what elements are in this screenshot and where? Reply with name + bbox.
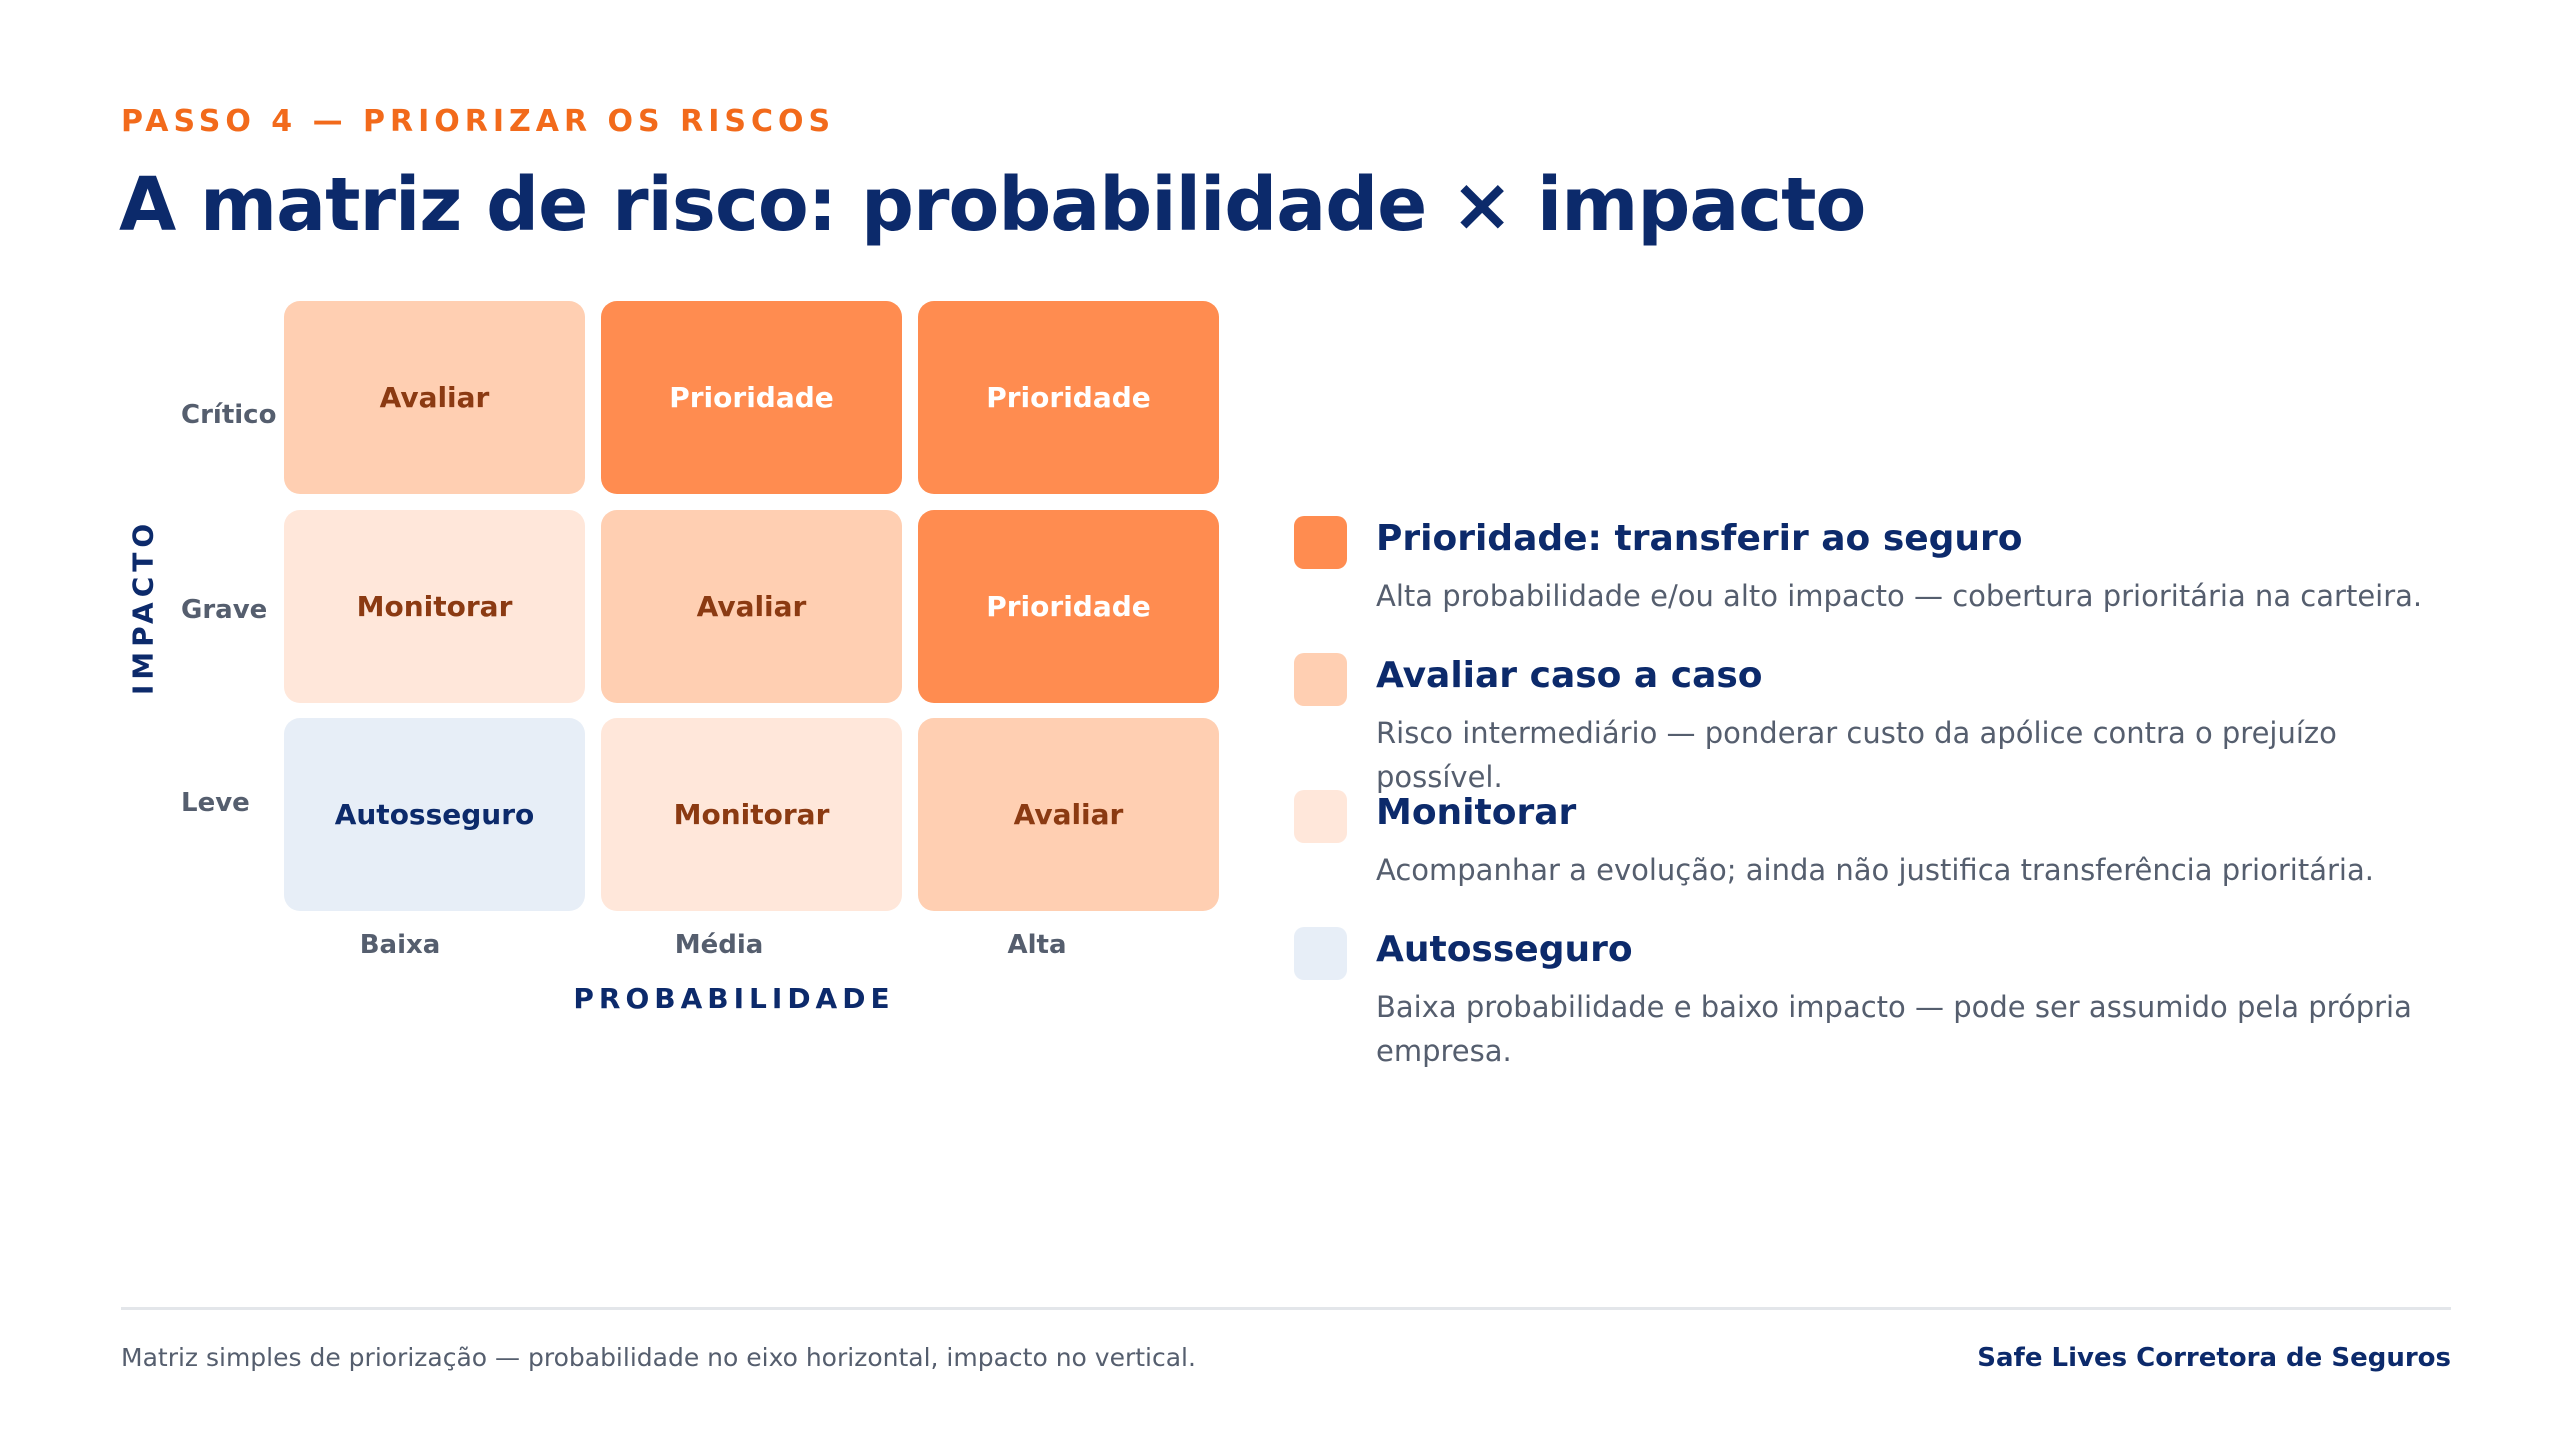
matrix-cell-grave-baixa: Monitorar	[284, 510, 585, 703]
section-eyebrow: PASSO 4 — PRIORIZAR OS RISCOS	[121, 104, 836, 139]
matrix-cell-leve-baixa: Autosseguro	[284, 718, 585, 911]
legend-title: Monitorar	[1376, 792, 1577, 833]
legend-title: Autosseguro	[1376, 929, 1633, 970]
matrix-cell-critico-alta: Prioridade	[918, 301, 1219, 494]
col-label-alta: Alta	[1007, 930, 1067, 960]
legend-title: Prioridade: transferir ao seguro	[1376, 518, 2023, 559]
legend-swatch-avaliar	[1294, 653, 1347, 706]
legend-title: Avaliar caso a caso	[1376, 655, 1763, 696]
matrix-cell-leve-alta: Avaliar	[918, 718, 1219, 911]
row-label-critico: Crítico	[181, 400, 277, 430]
y-axis-title: IMPACTO	[126, 518, 160, 696]
col-label-baixa: Baixa	[359, 930, 441, 960]
legend-description: Baixa probabilidade e baixo impacto — po…	[1376, 990, 2412, 1068]
legend-description: Risco intermediário — ponderar custo da …	[1376, 716, 2337, 794]
footer-brand: Safe Lives Corretora de Seguros	[1977, 1343, 2451, 1373]
matrix-cell-critico-baixa: Avaliar	[284, 301, 585, 494]
matrix-cell-leve-media: Monitorar	[601, 718, 902, 911]
matrix-cell-grave-alta: Prioridade	[918, 510, 1219, 703]
row-label-grave: Grave	[181, 595, 268, 625]
footer-divider	[121, 1307, 2451, 1310]
legend-swatch-autosseguro	[1294, 927, 1347, 980]
legend-swatch-prioridade	[1294, 516, 1347, 569]
page-title: A matriz de risco: probabilidade × impac…	[119, 162, 1866, 248]
row-label-leve: Leve	[181, 788, 250, 818]
legend-description: Alta probabilidade e/ou alto impacto — c…	[1376, 579, 2423, 613]
matrix-cell-critico-media: Prioridade	[601, 301, 902, 494]
x-axis-title: PROBABILIDADE	[573, 982, 895, 1015]
legend-swatch-monitorar	[1294, 790, 1347, 843]
col-label-media: Média	[674, 930, 764, 960]
legend-description: Acompanhar a evolução; ainda não justifi…	[1376, 853, 2374, 887]
matrix-cell-grave-media: Avaliar	[601, 510, 902, 703]
footer-note: Matriz simples de priorização — probabil…	[121, 1343, 1196, 1372]
